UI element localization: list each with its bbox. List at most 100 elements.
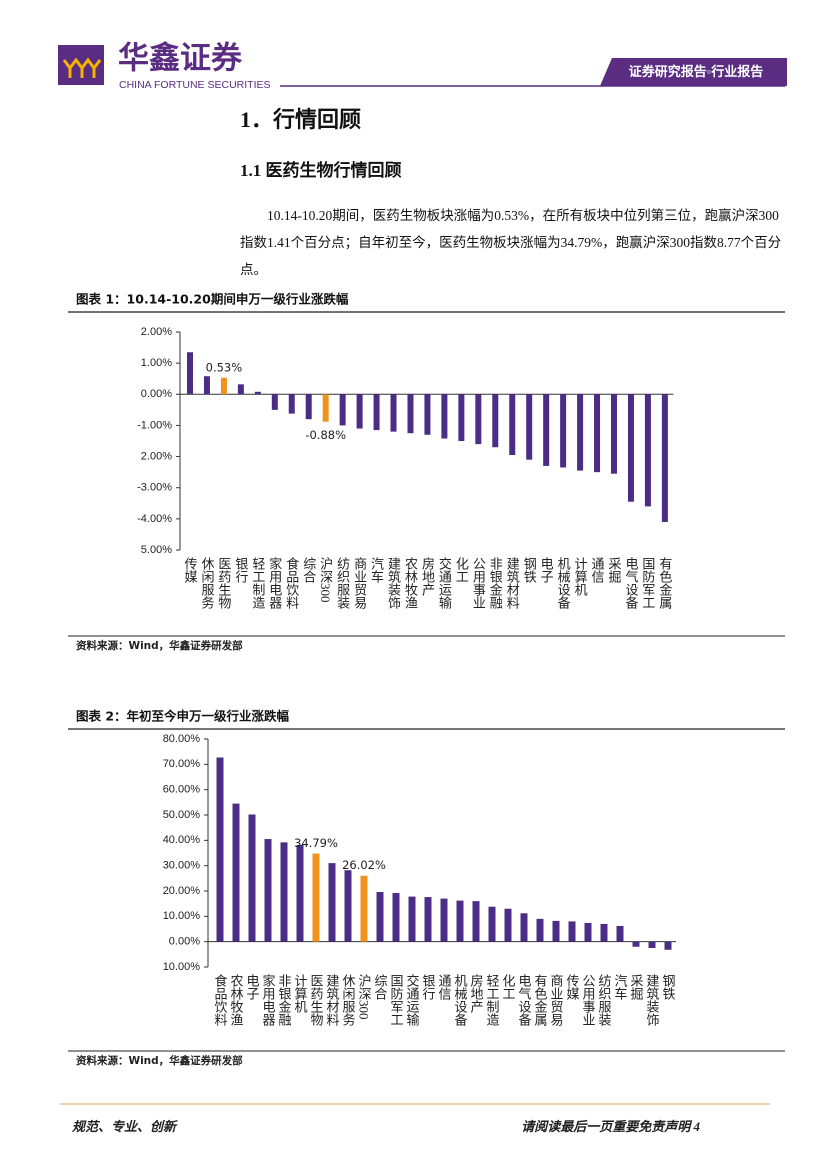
y-tick-label: 2.00% — [141, 450, 172, 462]
bar — [312, 853, 320, 942]
x-tick-label: 计算机 — [293, 974, 308, 1014]
x-tick-label: 食品饮料 — [284, 556, 299, 609]
x-tick-label: 综合 — [301, 557, 316, 583]
x-tick-label: 计算机 — [573, 557, 588, 597]
bar — [344, 870, 352, 942]
bar — [288, 394, 295, 414]
x-tick-label: 交通运输 — [405, 973, 420, 1026]
x-tick-label: 钢铁 — [522, 557, 537, 583]
bar — [440, 898, 448, 942]
x-tick-label: 交通运输 — [437, 556, 452, 609]
x-tick-label: 休闲服务 — [341, 974, 356, 1026]
logo-icon — [62, 57, 102, 78]
bar — [456, 900, 464, 942]
x-tick-label: 汽车 — [369, 557, 384, 583]
bar — [543, 394, 550, 466]
x-tick-label: 休闲服务 — [199, 557, 214, 609]
bar — [584, 922, 592, 942]
y-tick-label: 0.00% — [169, 936, 200, 948]
bar — [600, 923, 608, 942]
bar — [187, 352, 193, 395]
value-label: 34.79% — [294, 836, 338, 850]
value-label: 0.53% — [206, 360, 243, 374]
source: 资料来源：Wind，华鑫证券研发部 — [76, 639, 243, 652]
x-tick-label: 采掘 — [607, 557, 622, 583]
x-tick-label: 商业贸易 — [549, 974, 564, 1027]
bar — [441, 394, 448, 439]
bar — [296, 844, 304, 942]
chart-title: 图表 1：10.14-10.20期间申万一级行业涨跌幅 — [76, 292, 349, 307]
bar — [390, 394, 397, 432]
x-tick-label: 公用事业 — [471, 557, 486, 609]
bar — [488, 906, 496, 942]
x-tick-label: 食品饮料 — [213, 973, 228, 1026]
x-tick-label: 轻工制造 — [250, 557, 265, 610]
bar — [237, 384, 244, 395]
bar — [408, 896, 416, 942]
bar — [248, 814, 256, 942]
bar — [376, 892, 384, 942]
x-tick-label: 国防军工 — [640, 557, 655, 609]
x-tick-label: 机械设备 — [453, 974, 468, 1027]
x-tick-label: 房地产 — [420, 556, 435, 597]
x-tick-label: 有色金属 — [533, 974, 548, 1027]
bar — [616, 925, 624, 942]
bar — [328, 863, 336, 942]
bar — [203, 376, 210, 395]
y-tick-label: 10.00% — [163, 961, 201, 973]
x-tick-label: 沪深300 — [357, 973, 372, 1019]
y-tick-label: 10.00% — [163, 910, 201, 922]
bar — [472, 901, 480, 942]
y-tick-label: 2.00% — [141, 326, 172, 338]
bar — [504, 908, 512, 942]
x-tick-label: 公用事业 — [581, 974, 596, 1026]
x-tick-label: 传媒 — [183, 557, 198, 583]
y-tick-label: 5.00% — [141, 544, 172, 556]
x-tick-label: 农林牧渔 — [403, 557, 418, 609]
bar — [560, 394, 567, 468]
heading: 1．行情回顾 — [240, 107, 361, 132]
bar — [520, 913, 528, 942]
y-tick-label: 50.00% — [163, 809, 201, 821]
brand-en: CHINA FORTUNE SECURITIES — [119, 79, 271, 91]
x-tick-label: 综合 — [373, 974, 388, 1000]
y-tick-label: 30.00% — [163, 860, 201, 872]
footer-right: 请阅读最后一页重要免责声明 4 — [521, 1119, 700, 1134]
bar — [254, 391, 261, 395]
x-tick-label: 电子 — [539, 557, 554, 583]
subheading: 1.1 医药生物行情回顾 — [240, 160, 402, 180]
x-tick-label: 商业贸易 — [352, 557, 367, 610]
y-tick-label: 1.00% — [141, 357, 172, 369]
x-tick-label: 非银金融 — [488, 557, 503, 609]
bar — [232, 803, 240, 942]
bar — [492, 394, 499, 448]
x-tick-label: 国防军工 — [389, 974, 404, 1026]
x-tick-label: 通信 — [590, 557, 605, 583]
x-tick-label: 轻工制造 — [485, 974, 500, 1027]
x-tick-label: 有色金属 — [657, 557, 672, 610]
y-tick-label: -1.00% — [137, 419, 172, 431]
bar — [475, 394, 482, 445]
y-tick-label: 20.00% — [163, 885, 201, 897]
bar — [407, 394, 414, 434]
x-tick-label: 纺织服装 — [335, 557, 350, 609]
chart-title: 图表 2：年初至今申万一级行业涨跌幅 — [76, 709, 290, 724]
tag-box — [600, 58, 787, 86]
bar — [627, 394, 634, 502]
bar — [661, 394, 668, 522]
x-tick-label: 家用电器 — [267, 556, 282, 610]
y-tick-label: -3.00% — [137, 482, 172, 494]
x-tick-label: 建筑装饰 — [645, 974, 660, 1026]
bar — [594, 394, 601, 473]
x-tick-label: 建筑材料 — [505, 557, 520, 609]
bar — [264, 839, 272, 942]
bar — [648, 941, 656, 948]
x-tick-label: 农林牧渔 — [229, 974, 244, 1026]
bar — [509, 394, 516, 456]
bar — [280, 842, 288, 942]
y-tick-label: 40.00% — [163, 834, 201, 846]
bar — [305, 394, 312, 420]
bar — [220, 377, 227, 395]
x-tick-label: 传媒 — [565, 974, 580, 1000]
